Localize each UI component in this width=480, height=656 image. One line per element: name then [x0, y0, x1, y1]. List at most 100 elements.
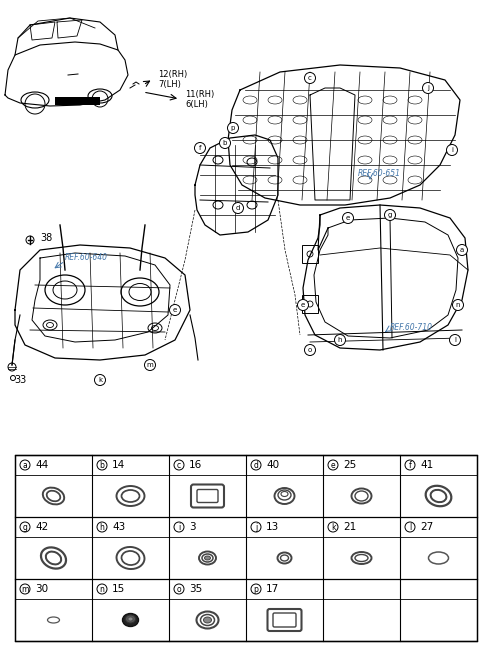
Text: 41: 41 — [420, 460, 433, 470]
Circle shape — [20, 584, 30, 594]
Text: l: l — [409, 522, 411, 531]
Text: g: g — [388, 212, 392, 218]
Circle shape — [97, 460, 107, 470]
Text: c: c — [177, 461, 181, 470]
Text: 25: 25 — [343, 460, 356, 470]
Ellipse shape — [128, 617, 133, 621]
Circle shape — [405, 460, 415, 470]
Circle shape — [144, 359, 156, 371]
Text: REF.60-710: REF.60-710 — [390, 323, 433, 333]
Text: a: a — [23, 461, 27, 470]
Text: 17: 17 — [266, 584, 279, 594]
Circle shape — [194, 142, 205, 154]
Text: REF.60-651: REF.60-651 — [358, 169, 401, 178]
Circle shape — [422, 83, 433, 94]
Ellipse shape — [204, 556, 211, 560]
Text: 43: 43 — [112, 522, 125, 532]
Text: n: n — [99, 584, 105, 594]
Text: 42: 42 — [35, 522, 48, 532]
Circle shape — [251, 460, 261, 470]
Bar — [15, 455, 477, 641]
Circle shape — [219, 138, 230, 148]
Text: 30: 30 — [35, 584, 48, 594]
Text: 40: 40 — [266, 460, 279, 470]
Text: b: b — [223, 140, 227, 146]
Text: k: k — [331, 522, 335, 531]
Text: 33: 33 — [14, 375, 26, 385]
Circle shape — [453, 300, 464, 310]
Text: d: d — [236, 205, 240, 211]
Text: j: j — [427, 85, 429, 91]
Text: 44: 44 — [35, 460, 48, 470]
Text: 12(RH): 12(RH) — [158, 70, 187, 79]
Text: 15: 15 — [112, 584, 125, 594]
Text: h: h — [99, 522, 105, 531]
Text: 35: 35 — [189, 584, 202, 594]
Circle shape — [174, 522, 184, 532]
Circle shape — [304, 73, 315, 83]
Circle shape — [405, 522, 415, 532]
Text: m: m — [21, 584, 29, 594]
Text: p: p — [253, 584, 258, 594]
Text: d: d — [253, 461, 258, 470]
Ellipse shape — [204, 617, 212, 623]
Ellipse shape — [122, 613, 139, 626]
Circle shape — [251, 522, 261, 532]
Circle shape — [169, 304, 180, 316]
Circle shape — [174, 584, 184, 594]
Text: 11(RH): 11(RH) — [185, 91, 214, 100]
Circle shape — [97, 522, 107, 532]
Text: o: o — [308, 347, 312, 353]
Text: i: i — [178, 522, 180, 531]
Circle shape — [328, 522, 338, 532]
Circle shape — [304, 344, 315, 356]
Ellipse shape — [125, 615, 135, 623]
Text: 21: 21 — [343, 522, 356, 532]
Circle shape — [97, 584, 107, 594]
Text: p: p — [231, 125, 235, 131]
Text: e: e — [346, 215, 350, 221]
Text: o: o — [177, 584, 181, 594]
Text: h: h — [338, 337, 342, 343]
Text: i: i — [451, 147, 453, 153]
Text: e: e — [331, 461, 336, 470]
Circle shape — [343, 213, 353, 224]
Text: 6(LH): 6(LH) — [185, 100, 208, 108]
Circle shape — [446, 144, 457, 155]
Text: REF.60-640: REF.60-640 — [65, 253, 108, 262]
Text: f: f — [199, 145, 201, 151]
Circle shape — [20, 522, 30, 532]
Circle shape — [174, 460, 184, 470]
Text: l: l — [454, 337, 456, 343]
Text: k: k — [98, 377, 102, 383]
Circle shape — [384, 209, 396, 220]
Text: 38: 38 — [40, 233, 52, 243]
Text: b: b — [99, 461, 105, 470]
Text: 3: 3 — [189, 522, 196, 532]
Circle shape — [298, 300, 309, 310]
Text: j: j — [255, 522, 257, 531]
Text: 16: 16 — [189, 460, 202, 470]
Circle shape — [449, 335, 460, 346]
Text: 14: 14 — [112, 460, 125, 470]
Text: e: e — [301, 302, 305, 308]
Circle shape — [232, 203, 243, 213]
Text: f: f — [408, 461, 411, 470]
Text: 7(LH): 7(LH) — [158, 79, 181, 89]
Circle shape — [251, 584, 261, 594]
Text: n: n — [456, 302, 460, 308]
Circle shape — [95, 375, 106, 386]
Text: m: m — [146, 362, 154, 368]
Circle shape — [456, 245, 468, 255]
Circle shape — [228, 123, 239, 134]
Text: 13: 13 — [266, 522, 279, 532]
Text: a: a — [460, 247, 464, 253]
Text: c: c — [308, 75, 312, 81]
Circle shape — [20, 460, 30, 470]
Circle shape — [335, 335, 346, 346]
Text: e: e — [173, 307, 177, 313]
FancyBboxPatch shape — [55, 97, 100, 105]
Text: g: g — [23, 522, 27, 531]
Circle shape — [328, 460, 338, 470]
Text: 27: 27 — [420, 522, 433, 532]
